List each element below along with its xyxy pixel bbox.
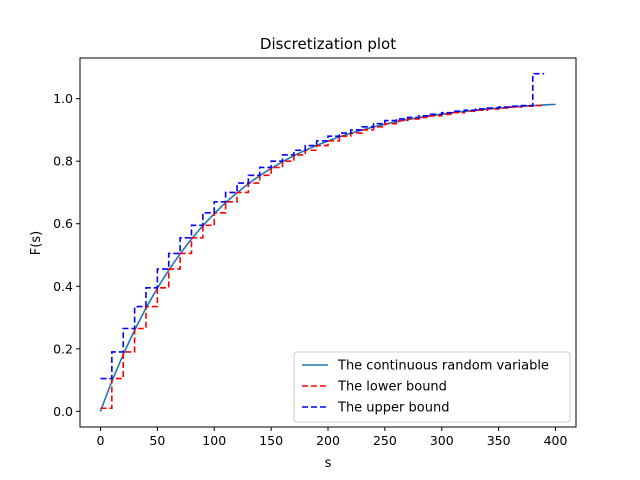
axes: 0 50 100 150 200 250 300 350 400 0.0 0.2 0.4 0.6 0.8 1… xyxy=(53,57,577,448)
y-tick-label: 0.2 xyxy=(53,341,73,356)
x-tick-label: 350 xyxy=(487,433,511,448)
y-tick-label: 0.0 xyxy=(53,404,73,419)
legend-label-3: The upper bound xyxy=(337,401,449,416)
legend-box xyxy=(293,351,571,423)
x-tick-label: 300 xyxy=(430,433,454,448)
y-tick-label: 0.6 xyxy=(53,216,73,231)
legend-label-1: The continuous random variable xyxy=(337,359,549,374)
chart-title: Discretization plot xyxy=(260,35,396,53)
y-tick-label: 0.4 xyxy=(53,279,73,294)
x-tick-label: 250 xyxy=(373,433,397,448)
x-tick-label: 0 xyxy=(97,433,105,448)
series-line-2 xyxy=(100,104,545,410)
x-axis-label: s xyxy=(325,456,332,471)
x-tick-label: 100 xyxy=(202,433,226,448)
x-tick-label: 50 xyxy=(149,433,165,448)
x-tick-label: 400 xyxy=(544,433,568,448)
series-line-3 xyxy=(100,72,545,380)
y-tick-label: 1.0 xyxy=(53,91,73,106)
y-axis-label: F(s) xyxy=(29,231,44,255)
plot-area xyxy=(99,72,556,412)
x-tick-label: 150 xyxy=(259,433,283,448)
x-tick-label: 200 xyxy=(316,433,340,448)
legend: The continuous random variable The lower … xyxy=(293,351,571,423)
y-tick-label: 0.8 xyxy=(53,154,73,169)
legend-label-2: The lower bound xyxy=(337,380,447,395)
